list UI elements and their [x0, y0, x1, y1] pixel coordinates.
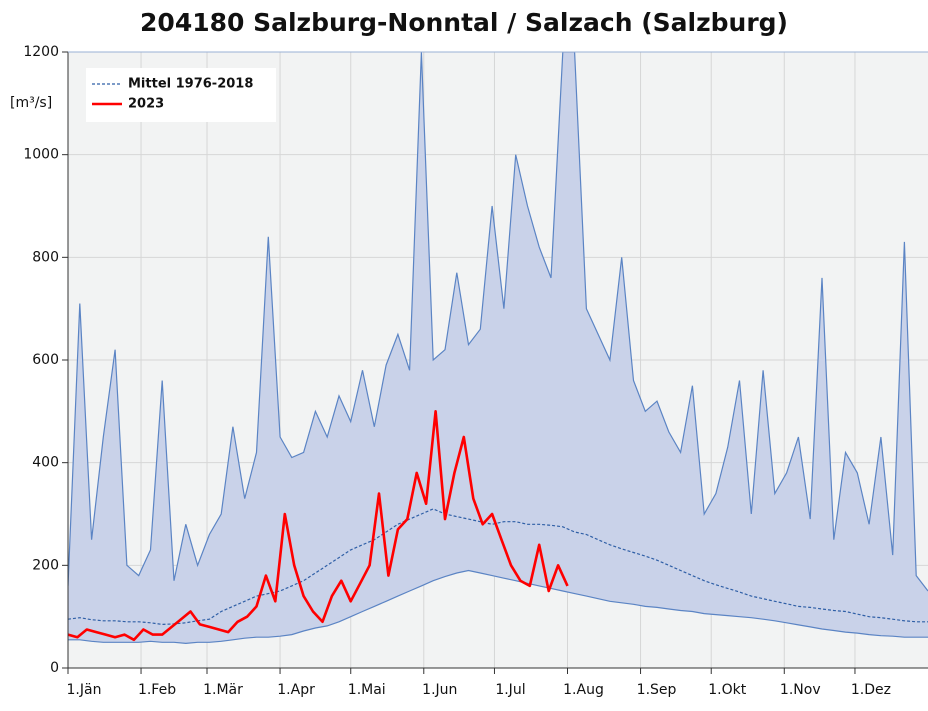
x-tick-label: 1.Jun: [422, 682, 457, 698]
envelope-lower: [68, 569, 928, 645]
envelope-area: [68, 52, 928, 644]
y-tick-label: 1200: [23, 44, 59, 60]
y-unit: [m³/s]: [10, 95, 52, 111]
y-tick-label: 0: [50, 660, 59, 676]
y-tick-label: 400: [32, 455, 59, 471]
x-tick-label: 1.Aug: [563, 682, 604, 698]
x-tick-label: 1.Dez: [851, 682, 891, 698]
x-tick-label: 1.Jän: [67, 682, 102, 698]
y-tick-label: 200: [32, 557, 59, 573]
series-line: [68, 410, 569, 642]
chart-title: 204180 Salzburg-Nonntal / Salzach (Salzb…: [140, 8, 788, 37]
x-tick-label: 1.Feb: [138, 682, 176, 698]
x-tick-label: 1.Jul: [495, 682, 525, 698]
legend-box: [86, 68, 276, 122]
x-tick-label: 1.Apr: [277, 682, 315, 698]
plot-area: [68, 52, 928, 645]
series-line: [68, 508, 928, 625]
y-tick-label: 600: [32, 352, 59, 368]
x-tick-label: 1.Sep: [637, 682, 677, 698]
legend-label: 2023: [128, 97, 164, 112]
y-tick-label: 800: [32, 249, 59, 265]
legend-label: Mittel 1976-2018: [128, 77, 253, 92]
y-tick-label: 1000: [23, 147, 59, 163]
envelope-upper: [68, 52, 928, 592]
x-tick-label: 1.Nov: [780, 682, 821, 698]
x-tick-label: 1.Mär: [203, 682, 243, 698]
x-tick-label: 1.Okt: [708, 682, 746, 698]
x-tick-label: 1.Mai: [348, 682, 386, 698]
